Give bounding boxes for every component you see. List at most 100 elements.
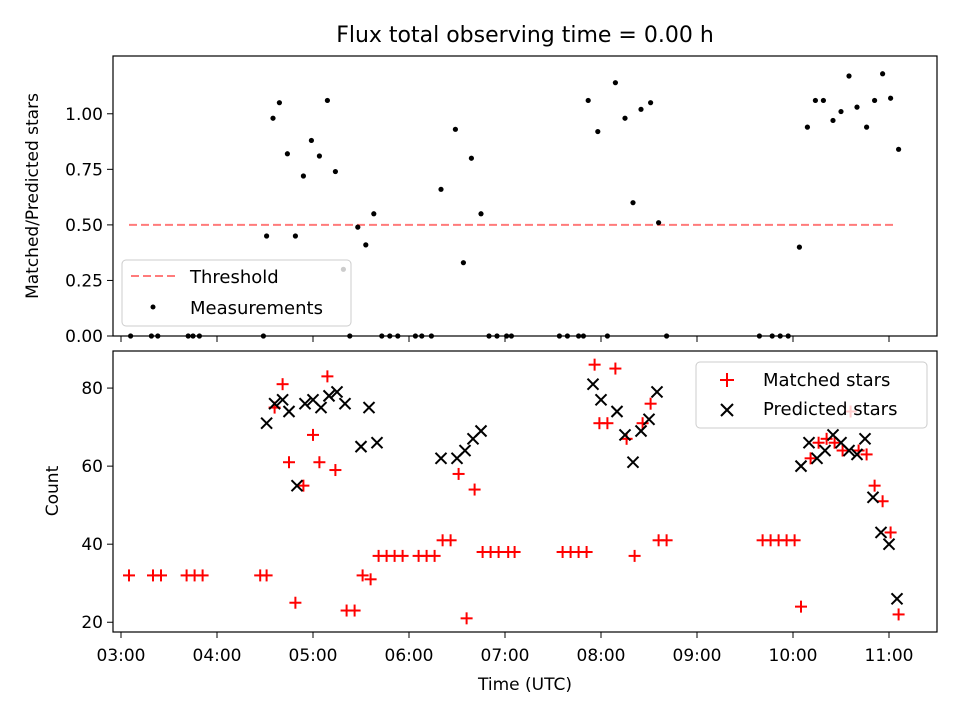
matched-star-point [396, 549, 409, 562]
predicted-star-stroke-b [642, 413, 656, 426]
matched-star-point [628, 549, 641, 562]
predicted-star-point [866, 491, 880, 504]
measurement-point [438, 186, 444, 192]
predicted-star-point [330, 385, 344, 399]
predicted-star-point [850, 448, 864, 461]
matched-star-point [123, 569, 135, 582]
predicted-star-stroke-b [322, 389, 336, 403]
predicted-star-point [818, 444, 832, 457]
predicted-star-point [650, 385, 664, 399]
measurement-point [468, 155, 474, 161]
predicted-star-point [354, 440, 368, 453]
measurement-point [292, 233, 298, 239]
bottom-y-tick-label: 40 [81, 535, 103, 555]
measurement-point [830, 117, 836, 124]
measurement-point [820, 97, 827, 104]
measurement-point [316, 153, 322, 159]
matched-star-point [508, 545, 521, 558]
predicted-star-stroke-b [276, 393, 289, 406]
predicted-star-stroke-b [890, 592, 904, 606]
predicted-star-stroke-b [650, 385, 664, 399]
matched-star-point [428, 549, 441, 562]
predicted-star-stroke-b [306, 393, 320, 406]
bottom-axis-ticks: 20 40 60 80 03:00 04:00 05:00 06:00 07:00 08:00 09… [81, 379, 913, 666]
bottom-plot-area [123, 358, 905, 625]
predicted-star-point [842, 444, 856, 457]
measurement-point [264, 233, 270, 239]
matched-star-point [812, 436, 825, 449]
bottom-y-tick-label: 60 [81, 457, 103, 477]
measurement-point [872, 97, 878, 104]
measurement-point [804, 124, 811, 130]
predicted-star-stroke-b [794, 459, 808, 473]
bottom-x-tick-label: 10:00 [769, 646, 818, 666]
predicted-star-stroke-b [474, 424, 488, 438]
predicted-star-point [370, 436, 384, 449]
predicted-star-stroke-b [874, 526, 888, 539]
predicted-star-stroke-b [866, 491, 880, 504]
legend-predicted-label: Predicted stars [763, 399, 897, 420]
predicted-star-stroke-b [634, 424, 648, 438]
measurement-point [452, 126, 458, 132]
matched-star-point [452, 467, 465, 480]
predicted-star-point [298, 397, 312, 410]
predicted-star-point [268, 397, 281, 410]
predicted-star-point [890, 592, 904, 606]
predicted-star-stroke-b [802, 436, 816, 449]
top-y-tick-label: 1.00 [65, 105, 103, 125]
measurement-point [888, 95, 894, 101]
bottom-x-tick-label: 05:00 [289, 646, 338, 666]
measurement-point [648, 100, 654, 106]
predicted-star-stroke-b [330, 385, 344, 399]
predicted-star-stroke-b [586, 377, 600, 391]
predicted-star-stroke-b [610, 405, 624, 418]
measurement-point [284, 151, 290, 157]
predicted-star-stroke-b [618, 428, 632, 442]
matched-star-point [321, 370, 334, 383]
top-y-tick-label: 0.25 [65, 271, 103, 291]
predicted-star-stroke-b [626, 456, 640, 469]
predicted-star-point [626, 456, 640, 469]
top-y-tick-label: 0.50 [65, 216, 103, 236]
matched-star-point [196, 569, 209, 582]
predicted-star-point [858, 432, 872, 446]
measurement-point [371, 211, 377, 217]
matched-star-point [609, 362, 622, 375]
matched-star-point [892, 608, 905, 621]
bottom-x-tick-label: 03:00 [97, 646, 146, 666]
predicted-star-stroke-b [434, 452, 448, 465]
matched-star-point [868, 479, 881, 492]
matched-star-point [660, 534, 673, 547]
matched-star-point [795, 600, 807, 613]
top-axis-ticks: 0.00 0.25 0.50 0.75 1.00 [65, 105, 890, 347]
top-legend: Threshold Measurements [121, 259, 352, 327]
bottom-x-tick-label: 04:00 [193, 646, 242, 666]
measurement-point [796, 244, 803, 250]
predicted-star-point [282, 405, 296, 418]
bottom-axes-frame [112, 350, 938, 633]
measurement-point [612, 80, 619, 86]
measurement-point [846, 73, 852, 79]
predicted-star-stroke-b [362, 401, 376, 414]
measurement-point [638, 106, 644, 112]
predicted-star-point [276, 393, 289, 406]
top-chart-title: Flux total observing time = 0.00 h [336, 23, 714, 48]
matched-star-point [297, 479, 310, 492]
predicted-star-stroke-b [458, 444, 472, 457]
measurement-point [595, 128, 601, 135]
matched-star-point [884, 526, 897, 539]
measurement-point [854, 104, 860, 110]
predicted-star-point [260, 416, 273, 430]
measurement-point [812, 97, 819, 104]
measurement-point [880, 71, 886, 77]
bottom-x-tick-label: 08:00 [577, 646, 626, 666]
matched-star-point [348, 604, 361, 617]
bottom-y-tick-label: 80 [81, 379, 103, 399]
measurement-point [585, 97, 591, 104]
measurement-point [308, 137, 314, 144]
predicted-star-stroke-b [858, 432, 872, 446]
bottom-x-axis-label: Time (UTC) [477, 675, 572, 695]
predicted-star-point [802, 436, 816, 449]
predicted-star-stroke-b [594, 393, 608, 406]
